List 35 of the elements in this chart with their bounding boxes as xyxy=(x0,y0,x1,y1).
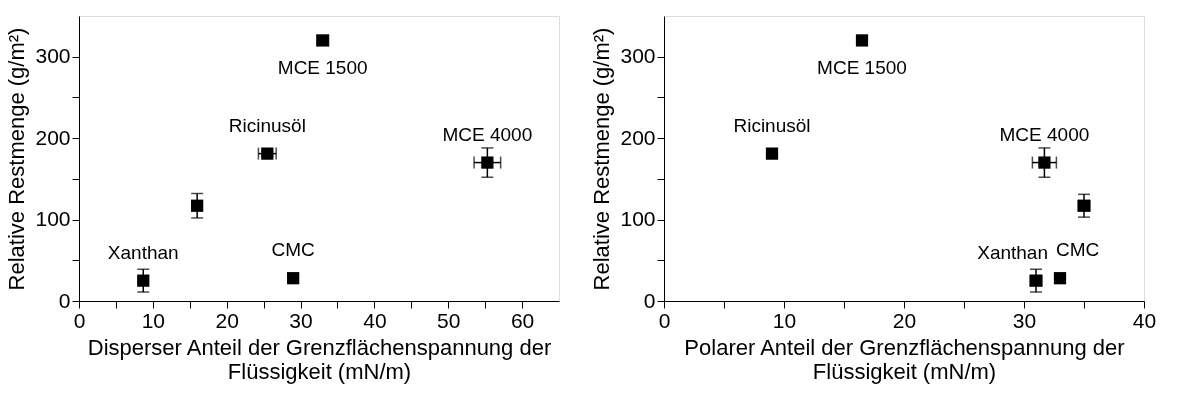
annotation: MCE 4000 xyxy=(999,123,1090,145)
point xyxy=(1038,156,1051,169)
x-tick-label: 30 xyxy=(1012,308,1037,332)
y-tick-label: 300 xyxy=(35,44,71,68)
x-tick-label: 20 xyxy=(892,308,917,332)
annotation: MCE 1500 xyxy=(817,57,907,79)
y-tick-label: 200 xyxy=(35,125,71,149)
y-axis-title: Relative Restmenge (g/m²) xyxy=(589,27,615,291)
x-tick-label: 60 xyxy=(510,308,535,332)
annotation: CMC xyxy=(271,239,315,261)
annotation: MCE 4000 xyxy=(442,123,533,145)
x-tick-label: 30 xyxy=(289,308,313,332)
annotation: Ricinusöl xyxy=(228,114,306,136)
annotation: MCE 1500 xyxy=(277,57,368,79)
x-tick-label: 50 xyxy=(437,308,461,332)
x-tick-label: 40 xyxy=(1132,308,1157,332)
y-tick-label: 0 xyxy=(58,288,71,312)
y-tick-label: 0 xyxy=(643,288,656,312)
annotation: Xanthan xyxy=(977,241,1048,263)
x-tick-label: 10 xyxy=(141,308,166,332)
x-tick-label: 20 xyxy=(215,308,239,332)
y-axis-title: Relative Restmenge (g/m²) xyxy=(4,27,30,291)
annotation: Xanthan xyxy=(107,241,179,263)
y-tick-label: 300 xyxy=(620,44,656,68)
x-tick-label: 40 xyxy=(363,308,387,332)
annotation: CMC xyxy=(1056,239,1100,261)
x-tick-label: 0 xyxy=(658,308,671,332)
y-tick-label: 100 xyxy=(620,207,656,231)
x-axis-title: Disperser Anteil der Grenzflächenspannung der Flüssigkeit (mN/m) xyxy=(87,334,552,384)
x-axis-title: Polarer Anteil der Grenzflächenspannung der Flüssigkeit (mN/m) xyxy=(684,334,1125,384)
annotation: Ricinusöl xyxy=(733,114,811,136)
y-tick-label: 100 xyxy=(35,207,71,231)
y-tick-label: 200 xyxy=(620,125,656,149)
x-tick-label: 10 xyxy=(772,308,797,332)
x-tick-label: 0 xyxy=(73,308,86,332)
